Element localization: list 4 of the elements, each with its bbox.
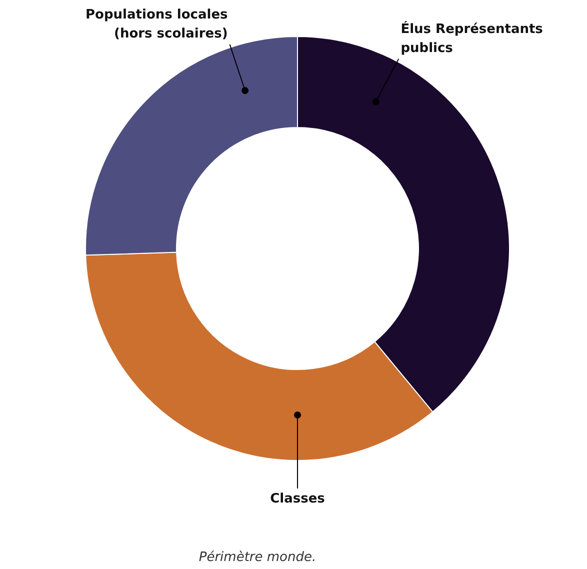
slice-label: Populations locales (hors scolaires) <box>86 8 228 42</box>
slice-label: Classes <box>270 492 326 506</box>
slice-label: Élus Représentants publics <box>400 20 544 56</box>
text: Périmètre monde. <box>198 550 316 565</box>
